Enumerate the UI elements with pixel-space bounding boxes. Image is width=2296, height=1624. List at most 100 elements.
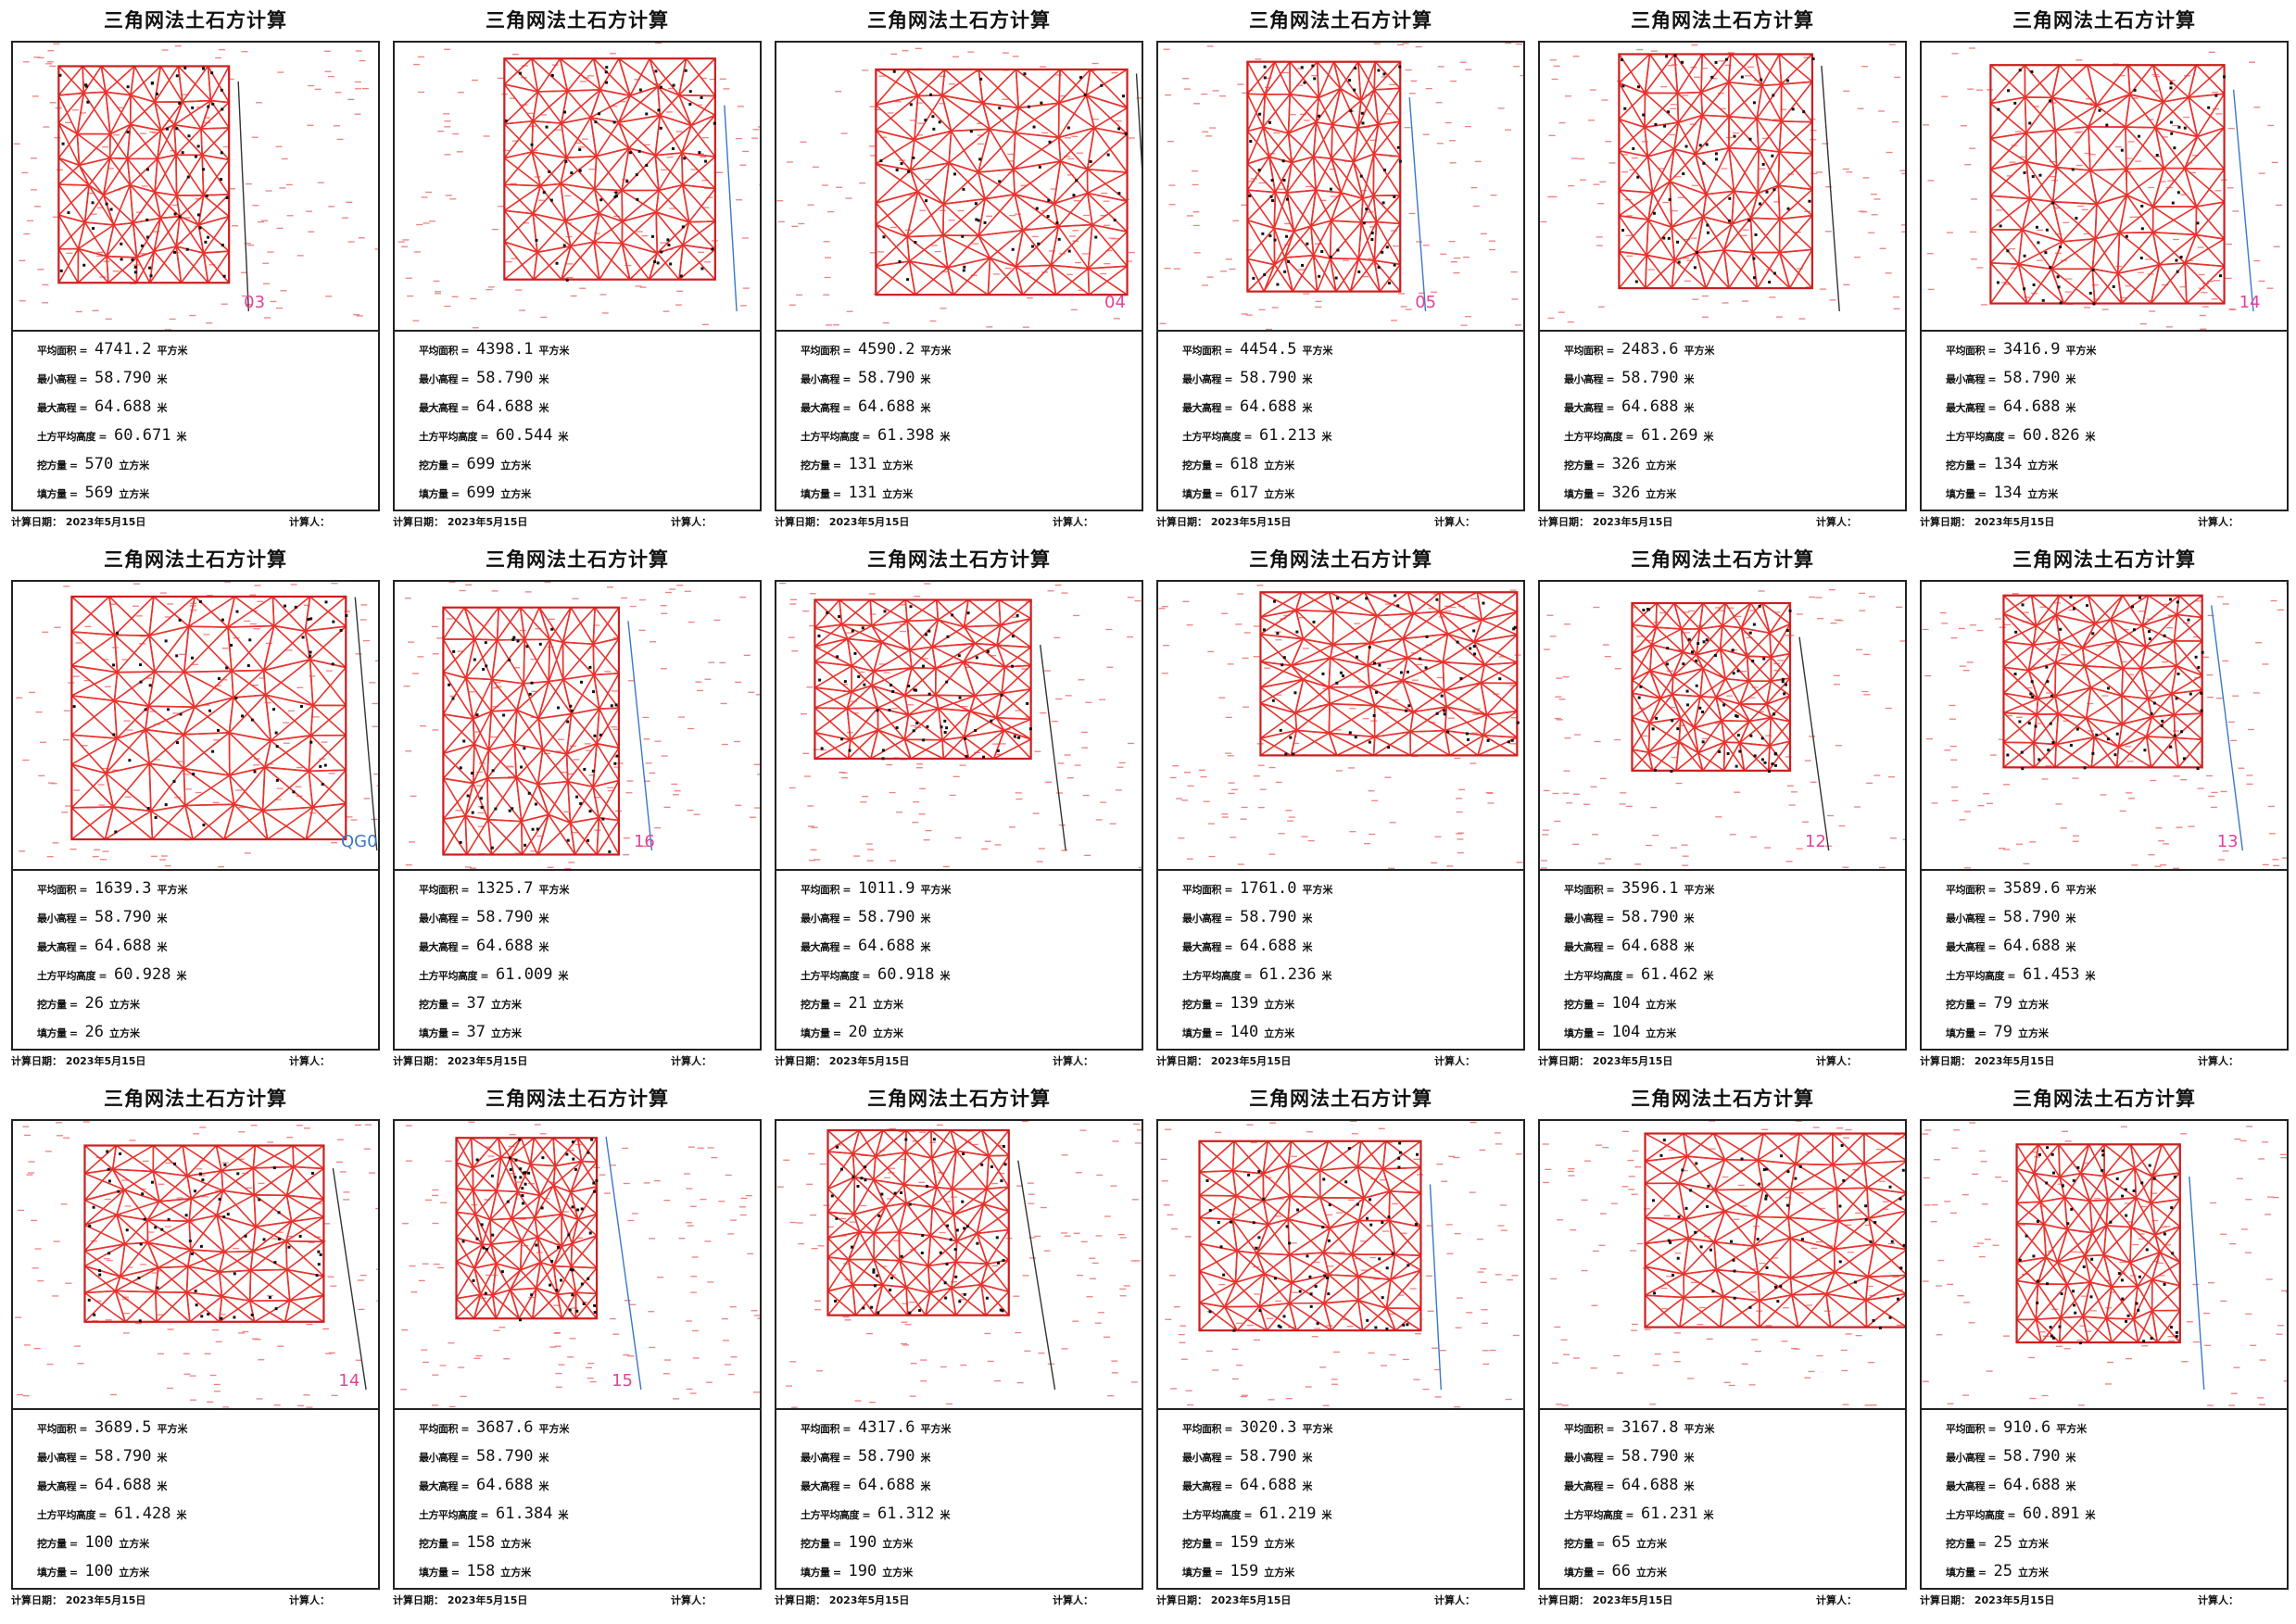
avg-area-row: 平均面积 = 3416.9 平方米 [1946,335,2287,364]
cut-row: 挖方量 = 104 立方米 [1564,989,1905,1018]
min-elev-value: 58.790 [858,1447,915,1466]
sheet-frame: 16 平均面积 = 1325.7 平方米 最小高程 = 58.790 米 最大高程 = 6… [393,580,762,1051]
sheet-title: 三角网法土石方计算 [1249,1087,1432,1110]
volume-unit: 立方米 [1646,488,1677,500]
avg-area-row: 平均面积 = 1011.9 平方米 [801,875,1142,903]
fill-label: 填方量 = [801,488,841,500]
min-elev-row: 最小高程 = 58.790 米 [37,364,378,393]
min-elev-row: 最小高程 = 58.790 米 [419,364,760,393]
volume-unit: 立方米 [2018,1027,2050,1039]
min-elev-label: 最小高程 = [37,1452,88,1464]
fill-row: 填方量 = 134 立方米 [1946,479,2287,508]
volume-unit: 立方米 [873,1027,904,1039]
calc-date: 计算日期： 2023年5月15日 [775,1594,910,1606]
fill-label: 填方量 = [419,488,460,500]
avg-area-value: 3020.3 [1240,1418,1297,1437]
area-unit: 平方米 [1302,884,1333,896]
sheet-footer: 计算日期： 2023年5月15日 计算人： [393,1590,762,1612]
fill-value: 26 [84,1023,105,1041]
cut-row: 挖方量 = 37 立方米 [419,989,760,1018]
elev-unit: 米 [940,1509,951,1521]
sheet-title: 三角网法土石方计算 [867,548,1051,571]
parcel-tag: 16 [634,832,655,851]
max-elev-row: 最大高程 = 64.688 米 [801,393,1142,422]
avg-elev-value: 61.236 [1259,965,1317,984]
elev-unit: 米 [2085,431,2096,443]
avg-elev-value: 61.269 [1641,426,1698,445]
volume-unit: 立方米 [109,1027,141,1039]
elev-unit: 米 [2085,970,2096,982]
max-elev-row: 最大高程 = 64.688 米 [1946,1471,2287,1500]
elev-unit: 米 [1703,1509,1714,1521]
volume-unit: 立方米 [491,1027,523,1039]
avg-area-row: 平均面积 = 3689.5 平方米 [37,1414,378,1442]
volume-unit: 立方米 [1264,1567,1295,1579]
volume-unit: 立方米 [873,999,904,1011]
elev-unit: 米 [920,913,931,925]
avg-area-row: 平均面积 = 4398.1 平方米 [419,335,760,364]
sheet-title: 三角网法土石方计算 [867,8,1051,31]
min-elev-row: 最小高程 = 58.790 米 [801,903,1142,932]
triangulation-map [1540,43,1905,332]
cut-value: 37 [466,994,486,1013]
elev-unit: 米 [1302,941,1313,953]
avg-elev-row: 土方平均高度 = 61.236 米 [1182,961,1523,989]
min-elev-label: 最小高程 = [801,373,852,385]
avg-elev-row: 土方平均高度 = 61.269 米 [1564,422,1905,450]
avg-area-value: 3416.9 [2003,340,2061,359]
volume-unit: 立方米 [882,1567,914,1579]
calc-date: 计算日期： 2023年5月15日 [775,1055,910,1067]
calc-date: 计算日期： 2023年5月15日 [1156,516,1292,528]
min-elev-value: 58.790 [858,369,915,387]
calc-date: 计算日期： 2023年5月15日 [393,516,528,528]
elev-unit: 米 [2065,913,2076,925]
area-unit: 平方米 [538,345,570,357]
sheet-footer: 计算日期： 2023年5月15日 计算人： [775,1051,1143,1073]
volume-unit: 立方米 [500,460,532,472]
volume-unit: 立方米 [1264,1538,1295,1550]
elev-unit: 米 [157,1480,168,1492]
stats-block: 平均面积 = 910.6 平方米 最小高程 = 58.790 米 最大高程 = 64.68… [1922,1410,2287,1586]
max-elev-row: 最大高程 = 64.688 米 [419,932,760,961]
fill-value: 131 [848,484,877,502]
volume-unit: 立方米 [1646,999,1677,1011]
sheet-title: 三角网法土石方计算 [104,1087,287,1110]
max-elev-row: 最大高程 = 64.688 米 [1182,393,1523,422]
fill-value: 190 [848,1562,877,1580]
tin-drawing [1542,1121,1905,1406]
elev-unit: 米 [157,941,168,953]
sheet-title: 三角网法土石方计算 [2012,1087,2196,1110]
tin-drawing: 14 [1923,47,2283,330]
parcel-tag: 13 [2217,832,2239,851]
tin-drawing [1540,44,1905,323]
calculator-label: 计算人： [1053,516,1093,528]
min-elev-row: 最小高程 = 58.790 米 [1182,364,1523,393]
max-elev-value: 64.688 [1240,937,1297,955]
max-elev-value: 64.688 [858,937,915,955]
calc-date: 计算日期： 2023年5月15日 [1920,1594,2055,1606]
sheet-title: 三角网法土石方计算 [2012,8,2196,31]
area-unit: 平方米 [920,345,952,357]
sheet-footer: 计算日期： 2023年5月15日 计算人： [775,511,1143,534]
avg-elev-row: 土方平均高度 = 60.671 米 [37,422,378,450]
volume-unit: 立方米 [500,1567,532,1579]
avg-elev-value: 60.544 [496,426,553,445]
avg-area-value: 3596.1 [1621,879,1679,898]
max-elev-value: 64.688 [1240,1476,1297,1494]
stats-block: 平均面积 = 4741.2 平方米 最小高程 = 58.790 米 最大高程 = 64.6… [13,332,378,508]
max-elev-label: 最大高程 = [801,402,852,414]
sheet-title: 三角网法土石方计算 [1249,8,1432,31]
calc-date: 计算日期： 2023年5月15日 [1538,516,1673,528]
avg-elev-value: 60.671 [114,426,171,445]
cut-row: 挖方量 = 21 立方米 [801,989,1142,1018]
calculator-label: 计算人： [1816,516,1857,528]
max-elev-row: 最大高程 = 64.688 米 [1182,1471,1523,1500]
elev-unit: 米 [940,431,951,443]
cut-label: 挖方量 = [1564,999,1605,1011]
fill-label: 填方量 = [801,1567,841,1579]
avg-elev-label: 土方平均高度 = [1182,970,1253,982]
avg-elev-label: 土方平均高度 = [419,431,489,443]
elev-unit: 米 [538,1480,549,1492]
tin-drawing [1158,585,1523,869]
elev-unit: 米 [920,1452,931,1464]
